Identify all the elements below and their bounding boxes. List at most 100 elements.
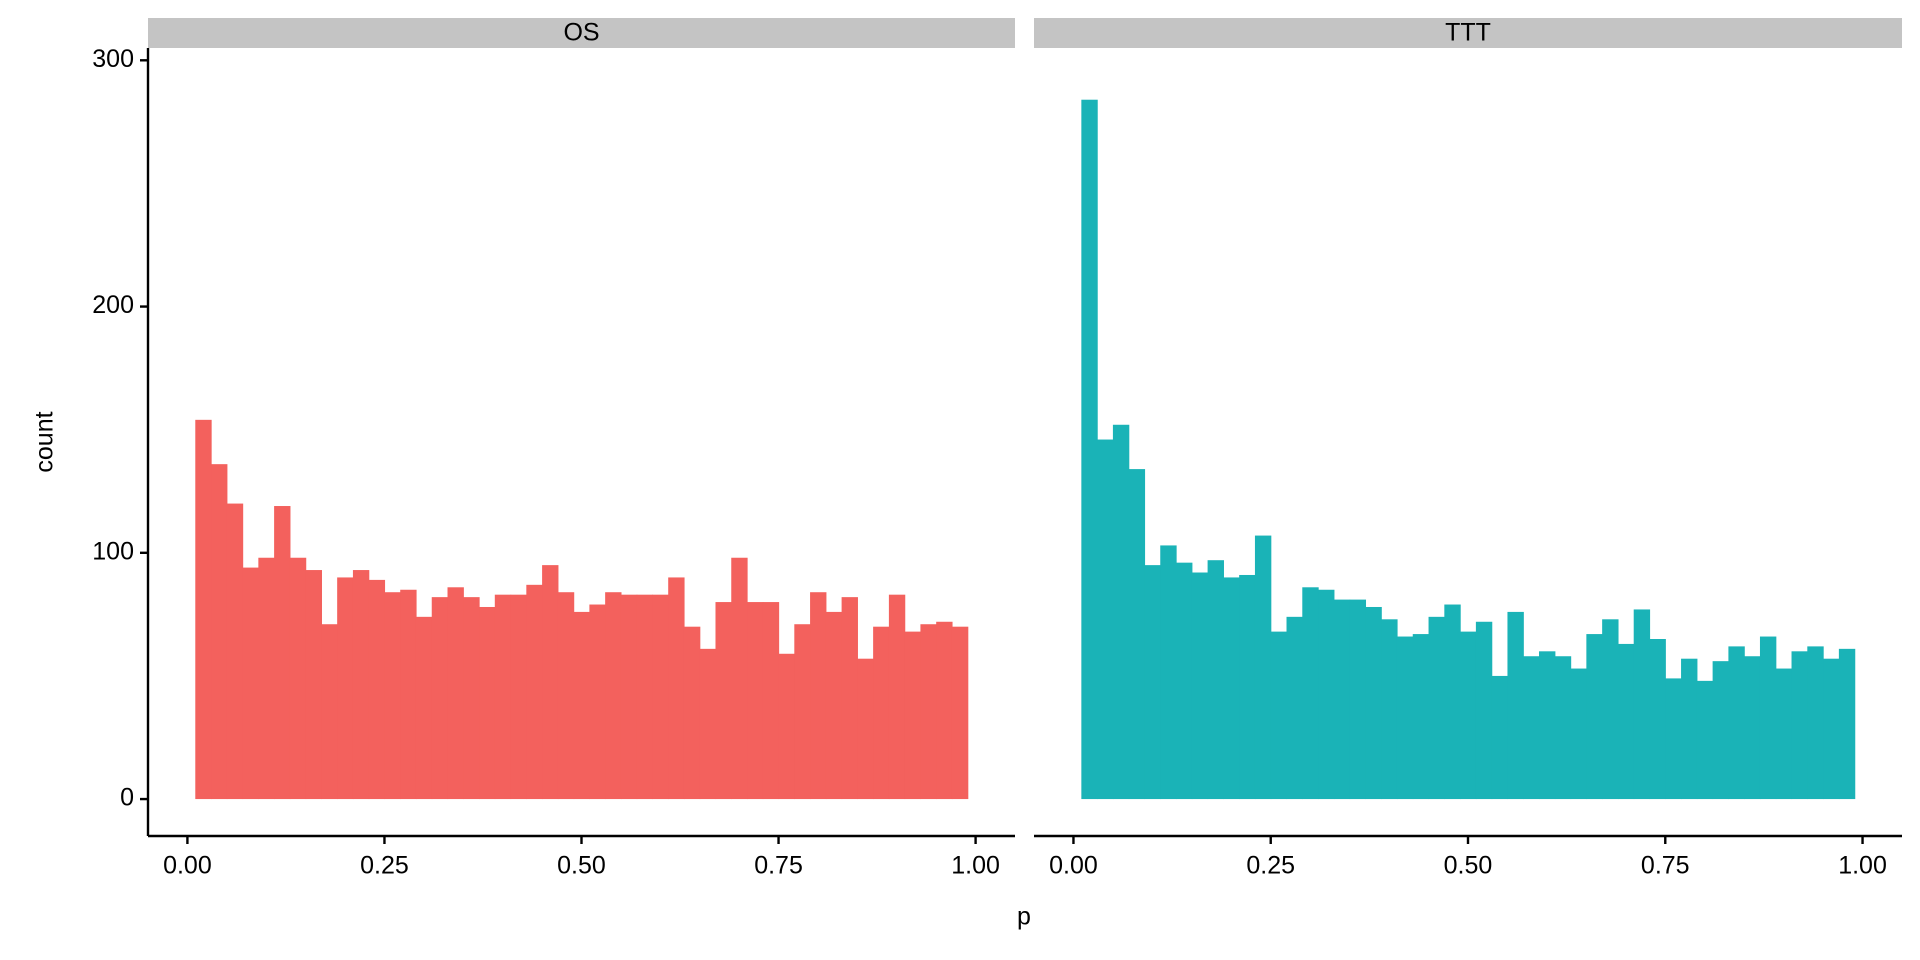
bar [258, 557, 275, 800]
bar [447, 587, 464, 800]
bar [1349, 599, 1367, 800]
bar [1207, 560, 1224, 800]
bar [951, 626, 969, 800]
bar [1617, 643, 1635, 800]
bar [1491, 675, 1509, 800]
bar [810, 592, 827, 800]
bar [1333, 599, 1351, 800]
bar [699, 648, 717, 800]
bar [557, 592, 575, 800]
bar [368, 579, 386, 800]
x-tick-label: 0.75 [1641, 852, 1690, 880]
bar [1523, 656, 1540, 800]
bar [1633, 609, 1651, 800]
bar [1270, 631, 1288, 800]
bar [400, 589, 417, 800]
x-tick-label: 0.50 [557, 852, 606, 880]
x-tick-label: 0.25 [360, 852, 409, 880]
y-tick-label: 0 [120, 784, 134, 812]
facet-label: TTT [1445, 19, 1491, 47]
facet-strip [148, 18, 1015, 48]
bar [352, 570, 370, 800]
bar [1128, 469, 1146, 800]
bar [510, 594, 527, 800]
bar [1823, 658, 1840, 800]
bar [1586, 634, 1603, 800]
bar [1759, 636, 1777, 800]
bar [683, 626, 701, 800]
y-tick-label: 100 [92, 537, 134, 565]
y-tick-label: 200 [92, 291, 134, 319]
bar [337, 577, 354, 800]
bar [415, 616, 433, 800]
bar [778, 653, 795, 800]
bar [195, 419, 212, 800]
bar [1365, 606, 1382, 800]
bar [463, 597, 480, 800]
bar [1665, 678, 1682, 800]
bar [731, 557, 748, 800]
bar [1428, 616, 1445, 800]
bar [1791, 651, 1808, 800]
bar [1649, 639, 1666, 800]
bar [1696, 680, 1714, 800]
x-tick-label: 1.00 [1838, 852, 1887, 880]
bar [226, 503, 244, 800]
bar [920, 624, 937, 800]
x-tick-label: 1.00 [951, 852, 1000, 880]
bar [274, 506, 291, 800]
bar [794, 624, 811, 800]
bar [873, 626, 890, 800]
bar [1507, 611, 1524, 800]
bar [1712, 661, 1729, 800]
bar [1744, 656, 1761, 800]
bar [1539, 651, 1556, 800]
bar [652, 594, 669, 800]
bar [1254, 535, 1272, 800]
bar [1081, 99, 1098, 800]
y-tick-label: 300 [92, 45, 134, 73]
bar [1460, 631, 1477, 800]
x-axis-label: p [1017, 903, 1031, 931]
bar [936, 621, 953, 800]
bar [636, 594, 654, 800]
facet-strip [1034, 18, 1902, 48]
bar [479, 606, 496, 800]
bar [431, 597, 449, 800]
bar [620, 594, 638, 800]
bar [1318, 589, 1335, 800]
bar [1570, 668, 1587, 800]
bar [1475, 621, 1493, 800]
y-axis-label: count [31, 411, 59, 472]
bar [526, 584, 543, 800]
bar [1775, 668, 1793, 800]
bar [762, 602, 780, 800]
bar [1191, 572, 1209, 800]
bar [1223, 577, 1240, 800]
bar [904, 631, 922, 800]
bar [1807, 646, 1824, 800]
bar [589, 604, 606, 800]
bar [573, 611, 590, 800]
bar [305, 570, 322, 800]
bar [542, 565, 559, 800]
bar [1602, 619, 1619, 800]
bar [1381, 619, 1398, 800]
bar [384, 592, 401, 800]
x-tick-label: 0.00 [163, 852, 212, 880]
bar [1144, 565, 1161, 800]
bar [321, 624, 338, 800]
bar [1176, 562, 1193, 800]
bar [888, 594, 906, 800]
bar [857, 658, 874, 800]
bar [605, 592, 622, 800]
x-tick-label: 0.75 [754, 852, 803, 880]
bar [715, 602, 732, 800]
bar [289, 557, 307, 800]
bar [747, 602, 764, 800]
bar [1412, 634, 1430, 800]
x-tick-label: 0.00 [1049, 852, 1098, 880]
bar [1838, 648, 1856, 800]
